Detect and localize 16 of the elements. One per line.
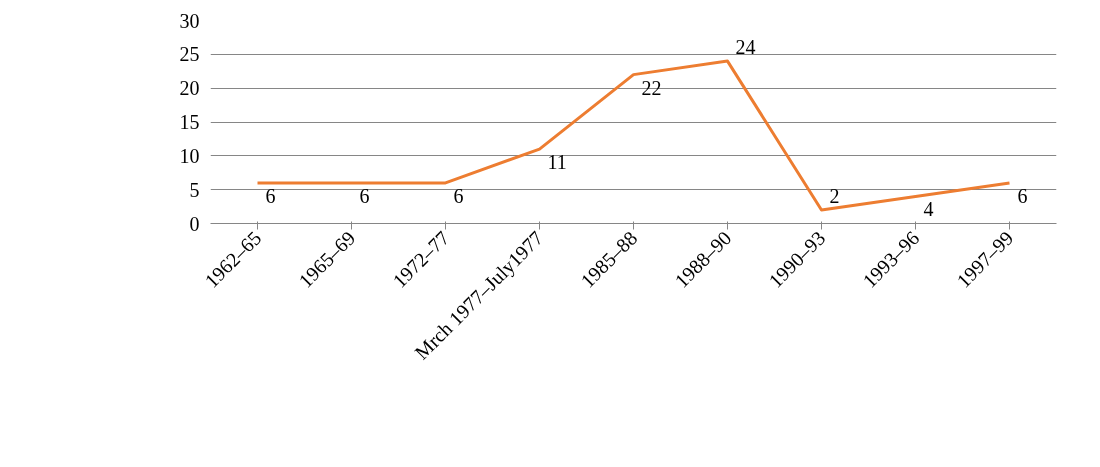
data-label: 24	[735, 36, 756, 59]
y-tick-label: 15	[179, 111, 200, 133]
y-tick-label: 5	[189, 178, 200, 201]
data-label: 6	[265, 184, 276, 207]
y-tick-label: 25	[179, 43, 200, 66]
data-label: 6	[1017, 184, 1028, 207]
data-label: 11	[547, 151, 567, 174]
data-label: 6	[359, 184, 370, 207]
y-tick-label: 10	[179, 144, 200, 167]
data-label: 6	[453, 184, 464, 207]
data-label: 4	[923, 198, 934, 221]
data-label: 22	[641, 76, 662, 99]
data-label: 2	[829, 184, 840, 207]
y-tick-label: 30	[179, 9, 200, 32]
y-tick-label: 0	[189, 212, 200, 235]
y-tick-label: 20	[179, 77, 200, 100]
